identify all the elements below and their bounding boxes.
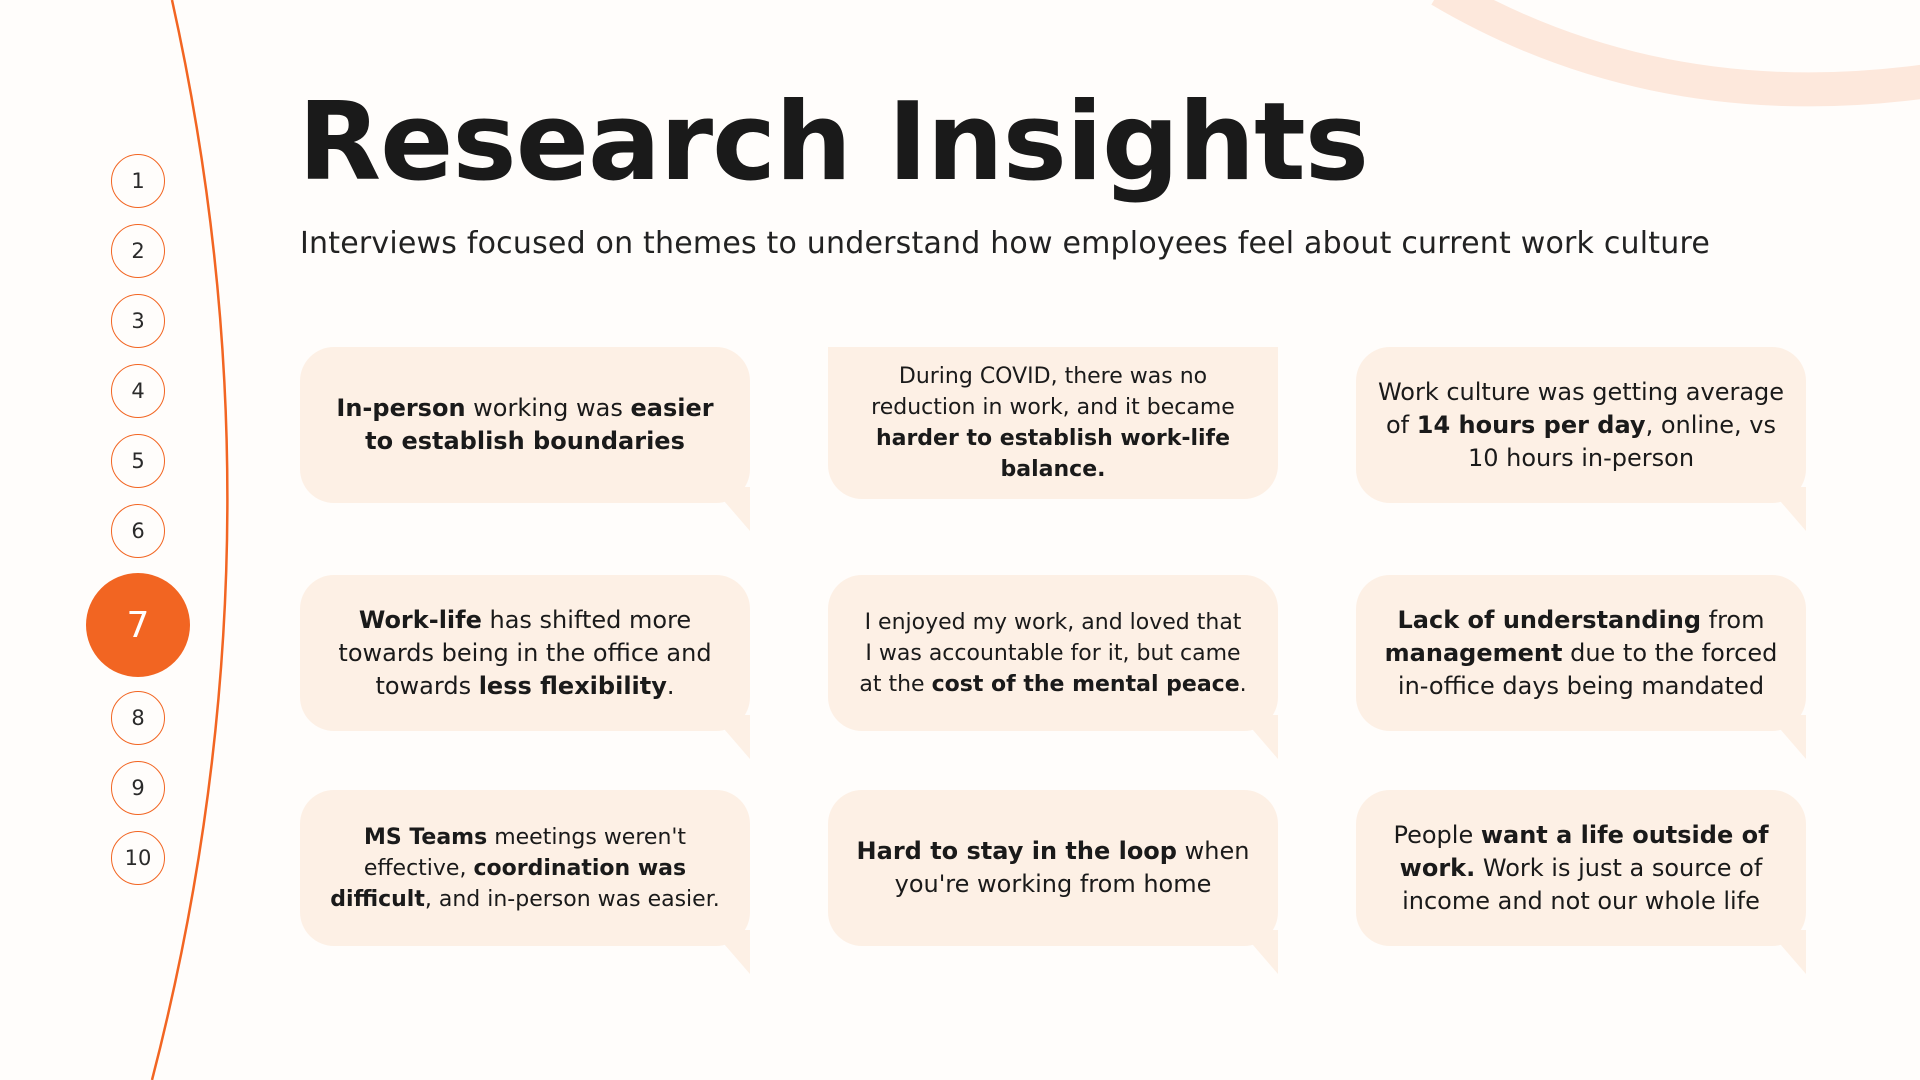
nav-item-label: 1 [131, 169, 145, 193]
speech-bubble: Work-life has shifted more towards being… [300, 575, 750, 731]
nav-item-label: 2 [131, 239, 145, 263]
insight-card-1: In-person working was easier to establis… [300, 347, 750, 531]
bubble-tail [712, 715, 750, 759]
quote-text: working was [465, 394, 631, 422]
speech-bubble: In-person working was easier to establis… [300, 347, 750, 503]
bubble-tail [1768, 715, 1806, 759]
quote-text: Work culture was getting average of [1377, 377, 1785, 439]
quote-text: People [1393, 820, 1481, 849]
slide-navigation: 1 2 3 4 5 6 7 8 9 10 [0, 0, 240, 1080]
nav-item-4[interactable]: 4 [111, 364, 165, 418]
quote-text: I enjoyed my work, and loved that I was … [859, 609, 1242, 697]
nav-item-label: 4 [131, 379, 145, 403]
quote-emphasis: Lack of understanding [1397, 605, 1702, 634]
quote-emphasis: harder to establish work-life balance. [875, 426, 1231, 482]
page-subtitle: Interviews focused on themes to understa… [300, 226, 1710, 261]
nav-item-9[interactable]: 9 [111, 761, 165, 815]
insight-card-7: MS Teams meetings weren't effective, coo… [300, 790, 750, 974]
nav-item-label: 6 [131, 519, 145, 543]
nav-item-label: 8 [131, 706, 145, 730]
quote-emphasis: MS Teams [363, 824, 488, 850]
nav-item-5[interactable]: 5 [111, 434, 165, 488]
insight-quote: During COVID, there was no reduction in … [858, 361, 1248, 485]
nav-item-7-active[interactable]: 7 [86, 573, 190, 677]
insight-quote: MS Teams meetings weren't effective, coo… [330, 822, 720, 915]
insight-card-6: Lack of understanding from management du… [1356, 575, 1806, 759]
bubble-tail [1768, 930, 1806, 974]
quote-text: due to the forced in-office days being m… [1397, 638, 1778, 700]
nav-item-6[interactable]: 6 [111, 504, 165, 558]
insight-quote: I enjoyed my work, and loved that I was … [858, 607, 1248, 700]
bubble-tail [1240, 715, 1278, 759]
bubble-tail [712, 487, 750, 531]
quote-emphasis: want a life outside of work. [1399, 820, 1769, 882]
nav-item-1[interactable]: 1 [111, 154, 165, 208]
quote-text: . [1239, 671, 1247, 697]
quote-text: when you're working from home [894, 837, 1250, 898]
speech-bubble: People want a life outside of work. Work… [1356, 790, 1806, 946]
insight-quote: In-person working was easier to establis… [320, 392, 730, 458]
bubble-tail [712, 930, 750, 974]
bubble-tail [1240, 930, 1278, 974]
speech-bubble: During COVID, there was no reduction in … [828, 347, 1278, 499]
quote-text: meetings weren't effective, [363, 824, 687, 881]
quote-text: , online, vs 10 hours in-person [1467, 410, 1777, 472]
insight-quote: People want a life outside of work. Work… [1376, 819, 1786, 918]
insight-quote: Work culture was getting average of 14 h… [1376, 376, 1786, 475]
quote-text: During COVID, there was no reduction in … [871, 364, 1235, 420]
quote-emphasis: less flexibility [478, 671, 667, 700]
speech-bubble: Work culture was getting average of 14 h… [1356, 347, 1806, 503]
nav-item-10[interactable]: 10 [111, 831, 165, 885]
nav-item-2[interactable]: 2 [111, 224, 165, 278]
quote-emphasis: coordination was difficult [330, 855, 687, 912]
bubble-tail [1768, 487, 1806, 531]
insight-card-4: Work-life has shifted more towards being… [300, 575, 750, 759]
quote-text: from [1701, 605, 1765, 634]
insight-quote: Hard to stay in the loop when you're wor… [848, 835, 1258, 901]
quote-emphasis: management [1384, 638, 1563, 667]
nav-item-label: 9 [131, 776, 145, 800]
corner-arc [1431, 0, 1920, 107]
nav-item-label: 7 [126, 604, 150, 646]
insight-quote: Work-life has shifted more towards being… [320, 604, 730, 703]
speech-bubble: I enjoyed my work, and loved that I was … [828, 575, 1278, 731]
speech-bubble: MS Teams meetings weren't effective, coo… [300, 790, 750, 946]
quote-text: . [666, 671, 675, 700]
nav-item-label: 10 [124, 846, 152, 870]
quote-text: has shifted more towards being in the of… [338, 605, 712, 700]
nav-item-label: 3 [131, 309, 145, 333]
quote-emphasis: Hard to stay in the loop [856, 837, 1177, 865]
nav-item-label: 5 [131, 449, 145, 473]
insight-card-9: People want a life outside of work. Work… [1356, 790, 1806, 974]
quote-text: Work is just a source of income and not … [1402, 853, 1763, 915]
quote-text: , and in-person was easier. [424, 886, 720, 912]
insight-card-2: During COVID, there was no reduction in … [828, 347, 1278, 531]
page-title: Research Insights [298, 80, 1369, 205]
quote-emphasis: In-person [336, 394, 466, 422]
quote-emphasis: cost of the mental peace [931, 671, 1240, 697]
nav-item-8[interactable]: 8 [111, 691, 165, 745]
insight-card-5: I enjoyed my work, and loved that I was … [828, 575, 1278, 759]
speech-bubble: Lack of understanding from management du… [1356, 575, 1806, 731]
insight-quote: Lack of understanding from management du… [1376, 604, 1786, 703]
quote-emphasis: easier to establish boundaries [365, 394, 714, 455]
nav-item-3[interactable]: 3 [111, 294, 165, 348]
timeline-arc [150, 0, 229, 1080]
speech-bubble: Hard to stay in the loop when you're wor… [828, 790, 1278, 946]
quote-emphasis: Work-life [358, 605, 482, 634]
insight-card-8: Hard to stay in the loop when you're wor… [828, 790, 1278, 974]
insight-card-3: Work culture was getting average of 14 h… [1356, 347, 1806, 531]
quote-emphasis: 14 hours per day [1416, 410, 1646, 439]
